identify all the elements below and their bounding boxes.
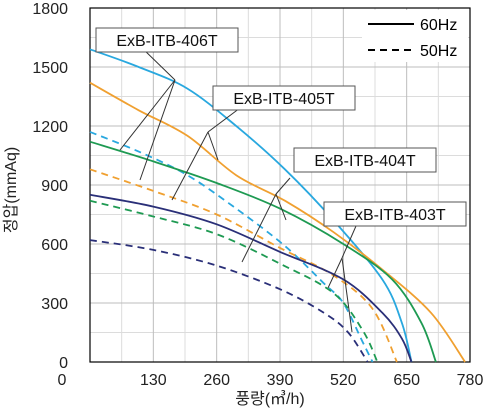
annotation-403: ExB-ITB-403T: [344, 207, 446, 224]
leader-403-a: [341, 225, 357, 259]
leader-403-b: [327, 257, 343, 289]
leader-406-b: [119, 79, 176, 151]
annotation-box-403: [323, 201, 467, 227]
annotation-box-405: [212, 85, 356, 111]
leader-405-c: [207, 131, 219, 161]
x-tick-label: 780: [457, 372, 484, 389]
leader-406-c: [139, 79, 176, 181]
annotation-404: ExB-ITB-404T: [314, 153, 416, 170]
y-tick-label: 1500: [32, 60, 68, 77]
leader-405-a: [207, 107, 241, 133]
curve-exb-itb-403t-50hz: [89, 239, 369, 363]
curve-exb-itb-405t-60hz: [89, 81, 466, 363]
annotation-box-406: [95, 27, 239, 53]
curves: [89, 48, 466, 363]
x-tick-label: 260: [203, 372, 230, 389]
y-tick-label: 300: [41, 296, 68, 313]
leader-404-b: [241, 193, 277, 263]
curve-exb-itb-406t-50hz: [89, 131, 374, 363]
legend: 60Hz 50Hz: [362, 10, 468, 62]
y-tick-label: 0: [59, 355, 68, 372]
annotation-box-404: [293, 147, 437, 173]
y-tick-label: 600: [41, 237, 68, 254]
legend-box: [362, 10, 468, 62]
curve-exb-itb-403t-60hz: [89, 193, 413, 363]
x-tick-label: 520: [330, 372, 357, 389]
curve-exb-itb-404t-60hz: [89, 140, 437, 363]
curve-exb-itb-404t-50hz: [89, 199, 379, 363]
leader-403-c: [341, 257, 353, 333]
leader-404-a: [275, 177, 291, 195]
curve-exb-itb-405t-50hz: [89, 168, 398, 363]
plot-frame: [89, 7, 471, 363]
annotations: ExB-ITB-406T ExB-ITB-405T ExB-ITB-404T E…: [95, 27, 467, 333]
annotation-405: ExB-ITB-405T: [233, 91, 335, 108]
annotation-406: ExB-ITB-406T: [116, 33, 218, 50]
x-tick-label: 650: [393, 372, 420, 389]
leader-405-b: [171, 131, 209, 201]
y-tick-label: 1800: [32, 1, 68, 18]
x-tick-label: 390: [267, 372, 294, 389]
tick-labels: 0 130 260 390 520 650 780 0 300 600 900 1200 1500 180…: [32, 1, 483, 389]
legend-label-50hz: 50Hz: [420, 43, 457, 60]
x-tick-label: 0: [58, 372, 67, 389]
y-tick-label: 900: [41, 178, 68, 195]
x-axis-label: 풍량(㎥/h): [235, 390, 304, 408]
y-axis-label: 정압(mmAq): [2, 147, 20, 233]
leader-404-c: [275, 193, 287, 221]
y-tick-label: 1200: [32, 119, 68, 136]
legend-label-60hz: 60Hz: [420, 17, 457, 34]
curve-exb-itb-406t-60hz: [89, 48, 413, 363]
x-tick-label: 130: [140, 372, 167, 389]
